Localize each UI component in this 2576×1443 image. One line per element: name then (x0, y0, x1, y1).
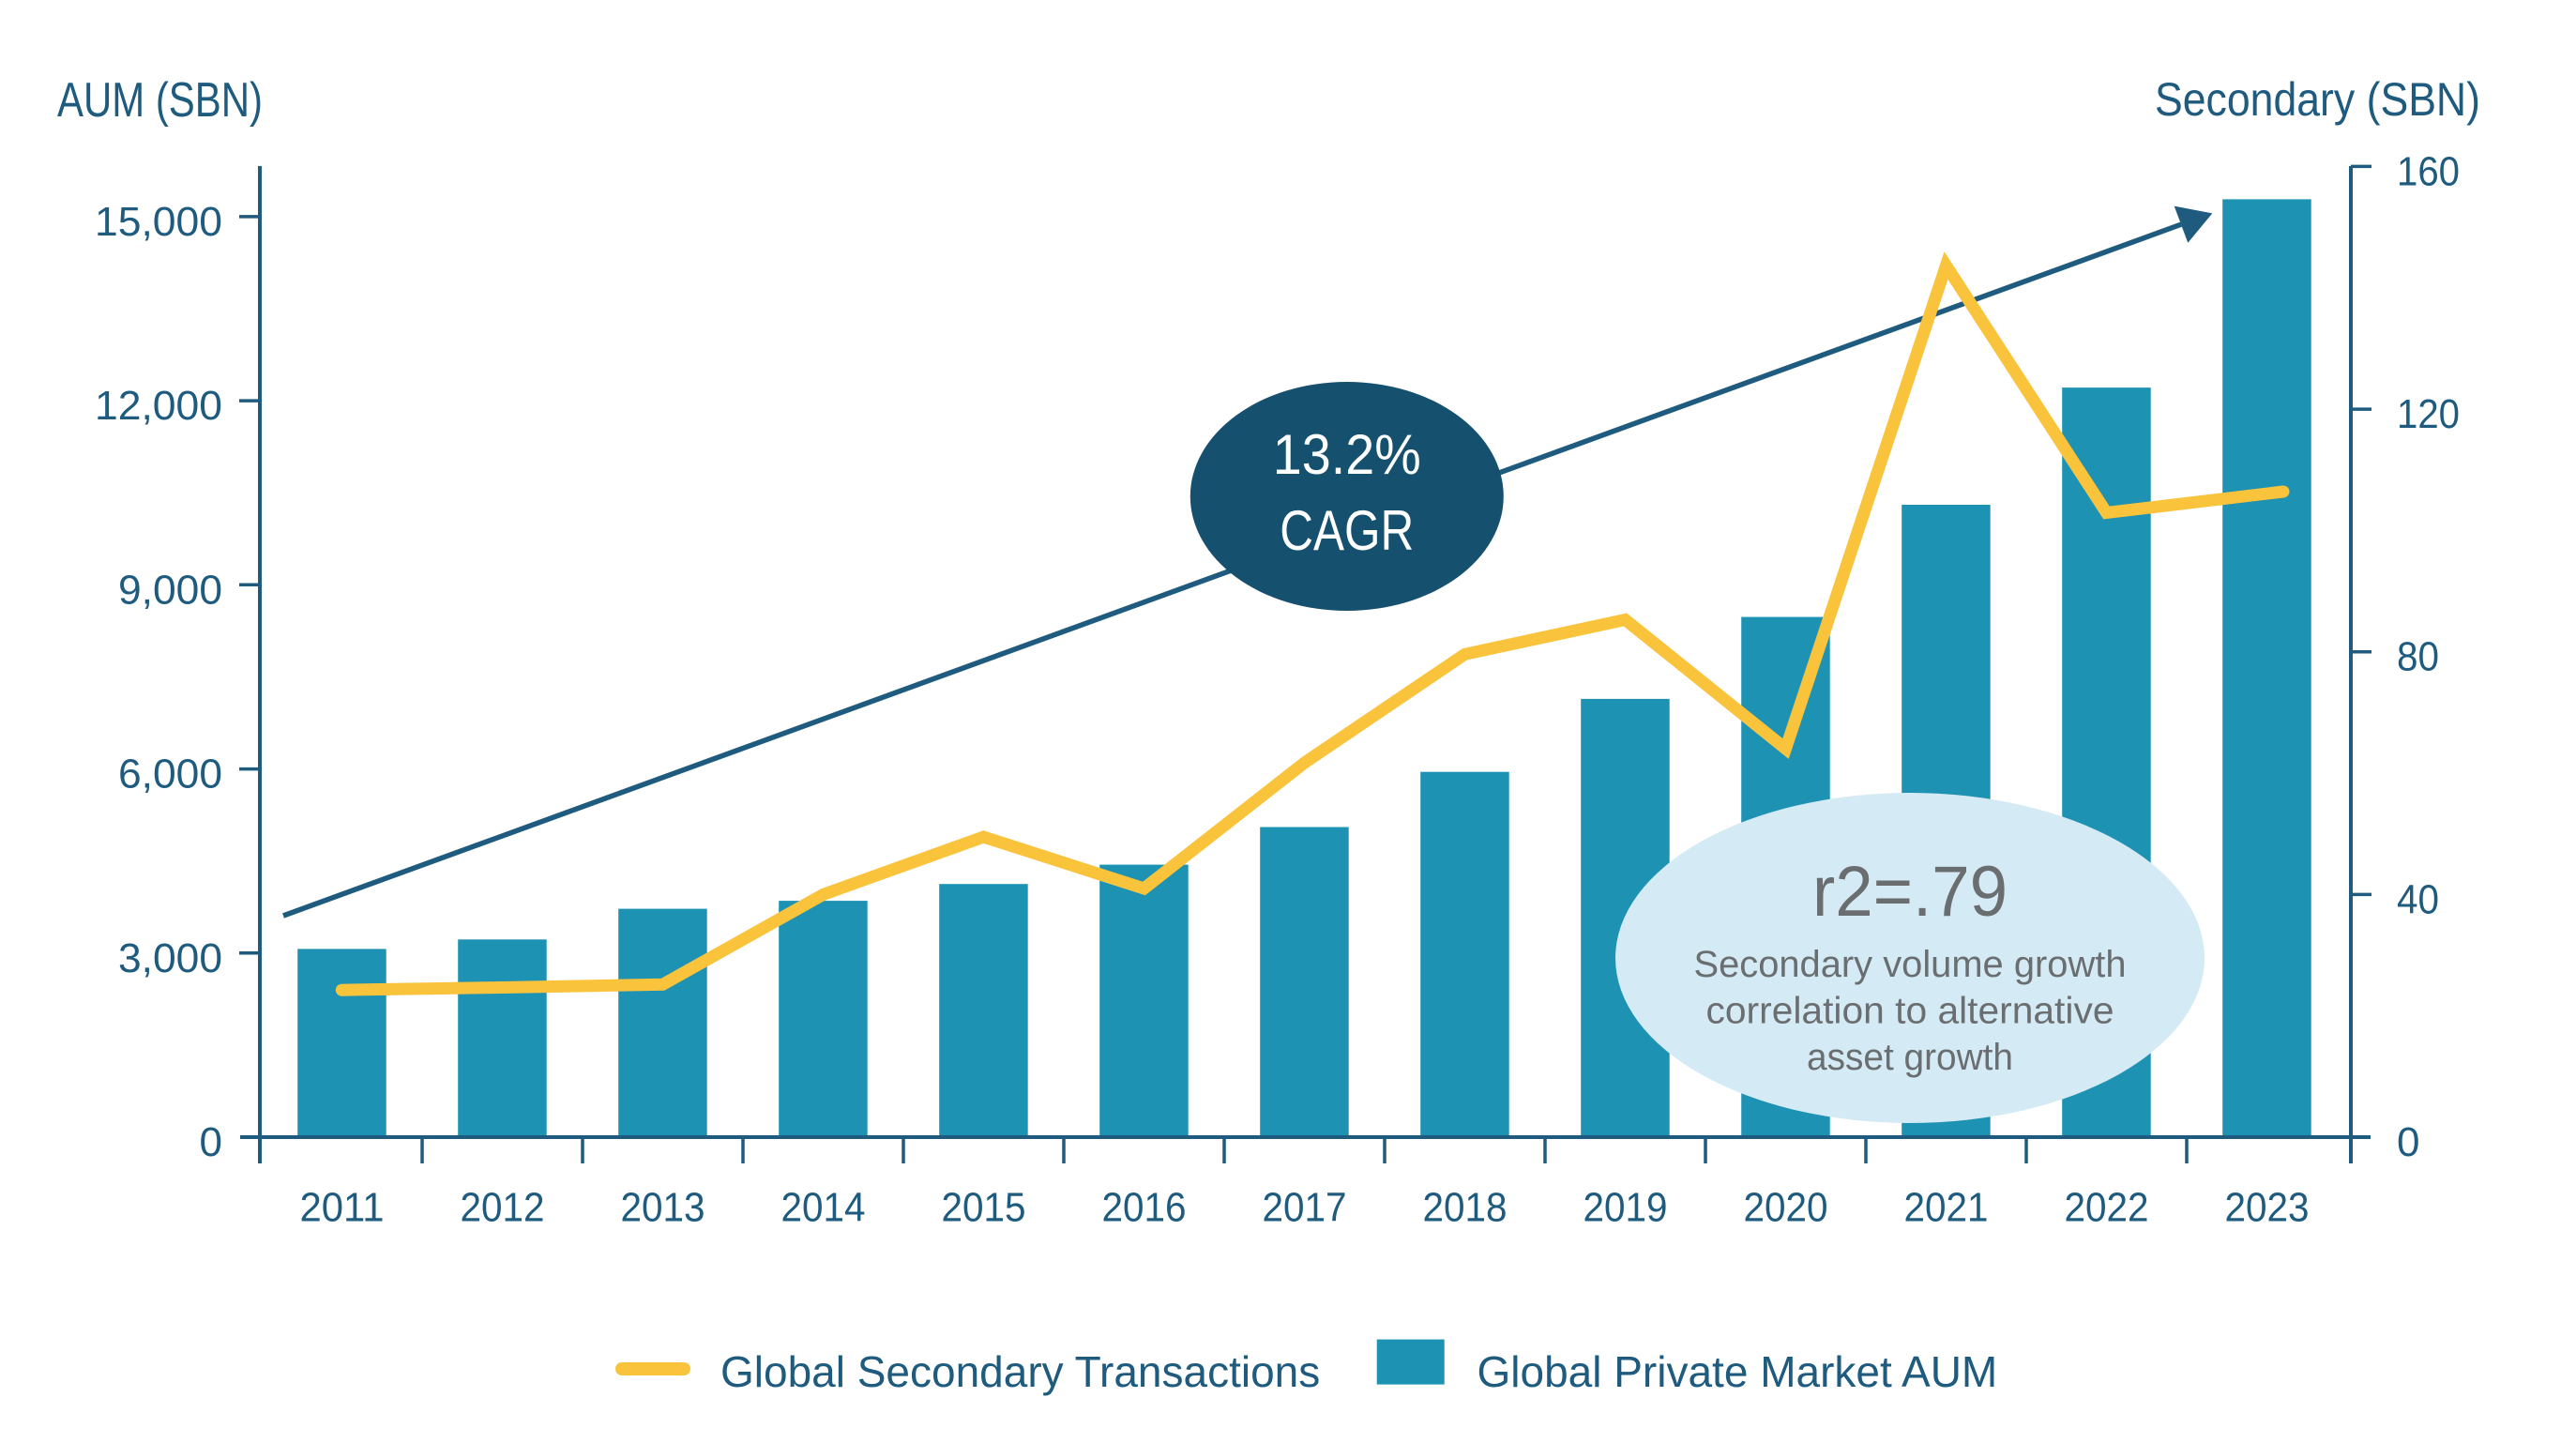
svg-text:3,000: 3,000 (118, 935, 222, 981)
svg-text:80: 80 (2397, 634, 2439, 680)
svg-text:13.2%: 13.2% (1273, 423, 1421, 486)
svg-text:12,000: 12,000 (95, 383, 222, 429)
svg-text:r2=.79: r2=.79 (1812, 852, 2008, 932)
svg-text:2013: 2013 (621, 1185, 705, 1231)
svg-text:0: 0 (200, 1119, 222, 1165)
svg-text:120: 120 (2397, 391, 2460, 437)
svg-text:2022: 2022 (2065, 1185, 2149, 1231)
svg-text:2020: 2020 (1744, 1185, 1828, 1231)
svg-text:Global Secondary Transactions: Global Secondary Transactions (720, 1347, 1320, 1396)
svg-text:2011: 2011 (300, 1185, 385, 1231)
svg-text:9,000: 9,000 (118, 567, 222, 613)
svg-text:2017: 2017 (1263, 1185, 1347, 1231)
svg-text:2014: 2014 (781, 1185, 866, 1231)
svg-text:correlation to alternative: correlation to alternative (1706, 991, 2114, 1032)
svg-text:15,000: 15,000 (95, 199, 222, 245)
svg-text:AUM (SBN): AUM (SBN) (57, 73, 263, 128)
svg-text:Global Private Market AUM: Global Private Market AUM (1477, 1347, 1998, 1396)
svg-text:2019: 2019 (1583, 1185, 1668, 1231)
svg-text:2016: 2016 (1102, 1185, 1187, 1231)
svg-text:2023: 2023 (2225, 1185, 2310, 1231)
svg-text:6,000: 6,000 (118, 752, 222, 797)
svg-text:Secondary (SBN): Secondary (SBN) (2155, 73, 2480, 126)
svg-text:2015: 2015 (942, 1185, 1026, 1231)
svg-text:2021: 2021 (1904, 1185, 1989, 1231)
svg-text:2018: 2018 (1423, 1185, 1508, 1231)
svg-text:CAGR: CAGR (1280, 499, 1414, 562)
svg-text:asset growth: asset growth (1807, 1037, 2013, 1078)
svg-text:40: 40 (2397, 876, 2439, 922)
svg-text:Secondary volume growth: Secondary volume growth (1694, 944, 2127, 985)
svg-text:160: 160 (2397, 148, 2460, 194)
svg-text:0: 0 (2397, 1119, 2419, 1165)
svg-text:2012: 2012 (461, 1185, 545, 1231)
